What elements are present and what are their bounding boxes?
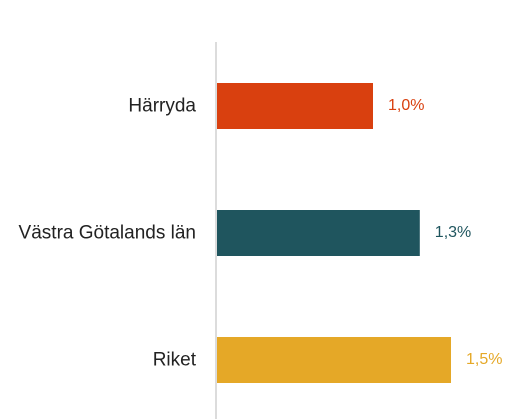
category-label: Västra Götalands län xyxy=(18,222,196,244)
value-label: 1,3% xyxy=(435,224,471,241)
category-label-box: Riket xyxy=(4,349,196,372)
value-label: 1,0% xyxy=(388,97,424,114)
bar xyxy=(217,83,373,129)
category-label: Riket xyxy=(152,349,196,371)
bar xyxy=(217,210,420,256)
bar xyxy=(217,337,451,383)
value-label: 1,5% xyxy=(466,351,502,368)
category-label-box: Västra Götalands län xyxy=(4,222,196,245)
category-label-box: Härryda xyxy=(4,95,196,118)
category-label: Härryda xyxy=(128,95,196,117)
